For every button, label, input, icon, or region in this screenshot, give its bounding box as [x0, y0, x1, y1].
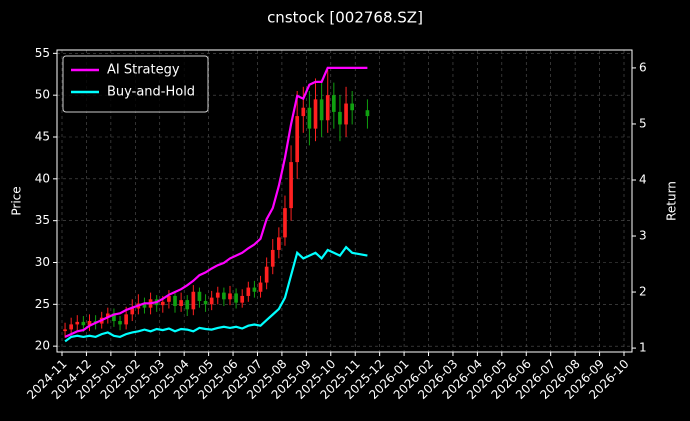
candle-body	[301, 107, 306, 117]
candle-body	[222, 292, 226, 300]
candle-body	[63, 329, 67, 332]
return-line	[64, 245, 368, 343]
y-tick-label: 25	[35, 297, 50, 311]
candle-body	[87, 321, 92, 326]
candle-body	[319, 99, 324, 121]
y2-axis-label: Return	[665, 181, 679, 221]
candle-body	[167, 295, 171, 302]
candle-body	[246, 287, 251, 296]
legend-label: Buy-and-Hold	[107, 85, 195, 100]
y2-tick-label: 4	[639, 172, 647, 186]
plot-frame	[56, 49, 633, 353]
candle-body	[69, 324, 73, 330]
candle-body	[295, 116, 300, 163]
y-tick-label: 20	[35, 339, 50, 353]
y-tick-label: 50	[35, 88, 50, 102]
candle-body	[203, 300, 208, 305]
candle-body	[252, 287, 257, 292]
y-axis-label: Price	[10, 186, 24, 215]
candle-body	[283, 208, 287, 238]
y2-tick-label: 1	[639, 341, 647, 355]
candle-body	[173, 295, 177, 306]
y-tick-label: 55	[35, 46, 50, 60]
candle-body	[142, 303, 147, 308]
candle-body	[124, 314, 128, 325]
y-tick-label: 40	[35, 171, 50, 185]
candle-body	[81, 321, 86, 326]
candle-body	[365, 110, 370, 117]
y-tick-label: 35	[35, 213, 50, 227]
candle-body	[313, 99, 318, 129]
candle-body	[264, 266, 269, 283]
candle-body	[258, 282, 263, 292]
candle-body	[118, 321, 122, 325]
candle-body	[240, 295, 245, 303]
candle-body	[344, 103, 348, 125]
candle-body	[130, 308, 135, 315]
candle-body	[307, 107, 312, 129]
y-tick-label: 45	[35, 130, 50, 144]
candle-body	[270, 249, 275, 267]
candle-body	[179, 300, 183, 306]
candle-body	[332, 95, 336, 112]
y2-tick-label: 5	[639, 116, 647, 130]
chart-title: cnstock [002768.SZ]	[267, 9, 423, 27]
candle-body	[75, 321, 80, 325]
candle-body	[228, 293, 232, 300]
candle-body	[289, 162, 293, 209]
y-tick-label: 30	[35, 255, 50, 269]
candle-body	[112, 313, 116, 322]
candle-body	[185, 300, 190, 310]
candle-body	[191, 291, 196, 310]
candle-body	[325, 95, 330, 121]
candle-body	[338, 111, 342, 125]
candle-body	[350, 103, 354, 111]
candle-body	[160, 301, 165, 306]
y2-tick-label: 2	[639, 285, 647, 299]
legend-label: AI Strategy	[107, 63, 180, 78]
candle-body	[234, 293, 238, 303]
candle-body	[277, 237, 281, 250]
candle-body	[209, 297, 214, 305]
return-line	[64, 66, 368, 338]
candle-body	[197, 291, 202, 301]
candle-body	[105, 313, 110, 318]
y2-tick-label: 3	[639, 229, 647, 243]
legend-box	[62, 55, 209, 113]
y2-tick-label: 6	[639, 60, 647, 74]
candle-body	[215, 292, 220, 298]
